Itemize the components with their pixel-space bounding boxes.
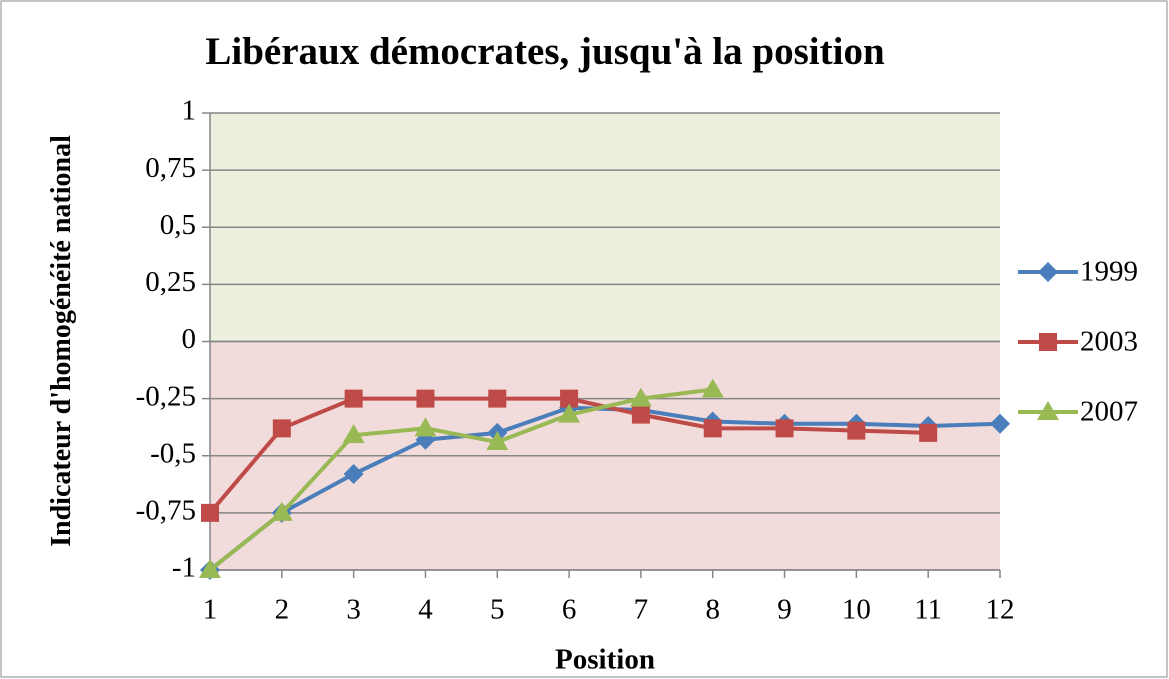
square-marker — [1039, 333, 1057, 351]
square-marker — [416, 389, 435, 408]
y-tick-label: -0,5 — [150, 437, 196, 469]
x-tick-label: 11 — [914, 594, 942, 626]
y-tick-label: -1 — [172, 552, 196, 584]
x-axis-label: Position — [555, 644, 655, 676]
x-tick-label: 1 — [203, 594, 218, 626]
y-tick-label: 0,25 — [145, 266, 196, 298]
square-marker — [344, 389, 363, 408]
x-tick-label: 9 — [777, 594, 792, 626]
x-tick-label: 8 — [705, 594, 720, 626]
x-tick-label: 5 — [490, 594, 505, 626]
triangle-marker — [342, 424, 365, 444]
x-tick-label: 4 — [418, 594, 433, 626]
x-tick-label: 6 — [562, 594, 577, 626]
square-marker — [560, 389, 579, 408]
legend-label: 1999 — [1080, 256, 1138, 288]
y-tick-label: -0,25 — [136, 380, 196, 412]
triangle-marker — [270, 501, 293, 521]
square-marker — [272, 419, 291, 438]
y-tick-label: 0,5 — [160, 209, 196, 241]
triangle-marker — [486, 431, 509, 451]
square-marker — [488, 389, 507, 408]
square-marker — [775, 419, 794, 438]
series-line — [208, 387, 713, 572]
x-tick-label: 10 — [842, 594, 871, 626]
diamond-marker — [1038, 262, 1058, 282]
square-marker — [201, 503, 219, 522]
square-marker — [919, 423, 938, 442]
x-tick-label: 2 — [275, 594, 290, 626]
x-tick-label: 3 — [346, 594, 361, 626]
y-axis-label: Indicateur d'homogénéité national — [46, 135, 77, 547]
y-tick-label: 0 — [182, 323, 197, 355]
x-tick-label: 7 — [634, 594, 649, 626]
chart-title: Libéraux démocrates, jusqu'à la position — [205, 30, 885, 73]
x-tick-label: 12 — [986, 594, 1015, 626]
legend-label: 2007 — [1080, 396, 1138, 428]
triangle-marker — [1037, 401, 1059, 420]
y-tick-label: -0,75 — [136, 495, 196, 527]
legend-label: 2003 — [1080, 326, 1138, 358]
y-tick-label: 0,75 — [145, 152, 196, 184]
y-tick-label: 1 — [182, 95, 197, 127]
triangle-marker — [629, 387, 652, 407]
triangle-marker — [558, 403, 581, 423]
triangle-marker — [199, 559, 221, 578]
square-marker — [703, 419, 722, 438]
triangle-marker — [414, 417, 437, 437]
square-marker — [847, 421, 866, 440]
triangle-marker — [701, 378, 724, 398]
square-marker — [631, 405, 650, 424]
diamond-marker — [343, 464, 364, 485]
diamond-marker — [990, 413, 1010, 434]
series-line — [208, 405, 1001, 572]
